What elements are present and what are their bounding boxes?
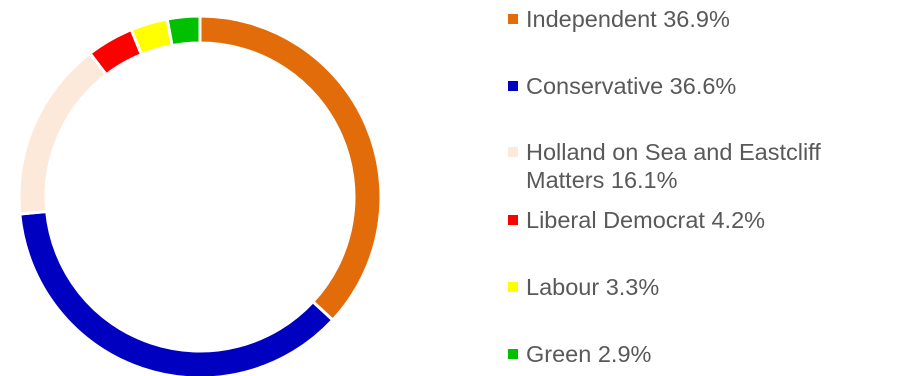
legend-label-green: Green 2.9% [526, 341, 652, 367]
legend-swatch-labour [508, 282, 518, 292]
donut-slice-conservative [18, 209, 335, 376]
legend-swatch-conservative [508, 81, 518, 91]
legend-label-labour: Labour 3.3% [526, 274, 660, 300]
legend-label-liberal-democrat: Liberal Democrat 4.2% [526, 207, 766, 233]
legend-swatch-liberal-democrat [508, 215, 518, 225]
legend-label-holland-on-sea-and-eastcliff-matters: Holland on Sea and Eastcliff Matters 16.… [526, 139, 821, 193]
legend-item-labour: Labour 3.3% [508, 273, 659, 301]
legend-label-conservative: Conservative 36.6% [526, 73, 737, 99]
legend-label-independent: Independent 36.9% [526, 6, 730, 32]
legend-swatch-green [508, 349, 518, 359]
legend-swatch-holland-on-sea-and-eastcliff-matters [508, 147, 518, 157]
legend-item-green: Green 2.9% [508, 340, 651, 368]
legend-swatch-independent [508, 14, 518, 24]
legend-item-liberal-democrat: Liberal Democrat 4.2% [508, 206, 765, 234]
legend-item-independent: Independent 36.9% [508, 5, 730, 33]
donut-slice-green [165, 14, 202, 48]
donut-slice-holland-on-sea-and-eastcliff-matters [17, 51, 108, 216]
legend-item-conservative: Conservative 36.6% [508, 72, 736, 100]
chart-legend: Independent 36.9% Conservative 36.6% Hol… [508, 0, 888, 376]
donut-slice-independent [198, 14, 383, 322]
legend-item-holland-on-sea-and-eastcliff-matters: Holland on Sea and Eastcliff Matters 16.… [508, 138, 826, 194]
